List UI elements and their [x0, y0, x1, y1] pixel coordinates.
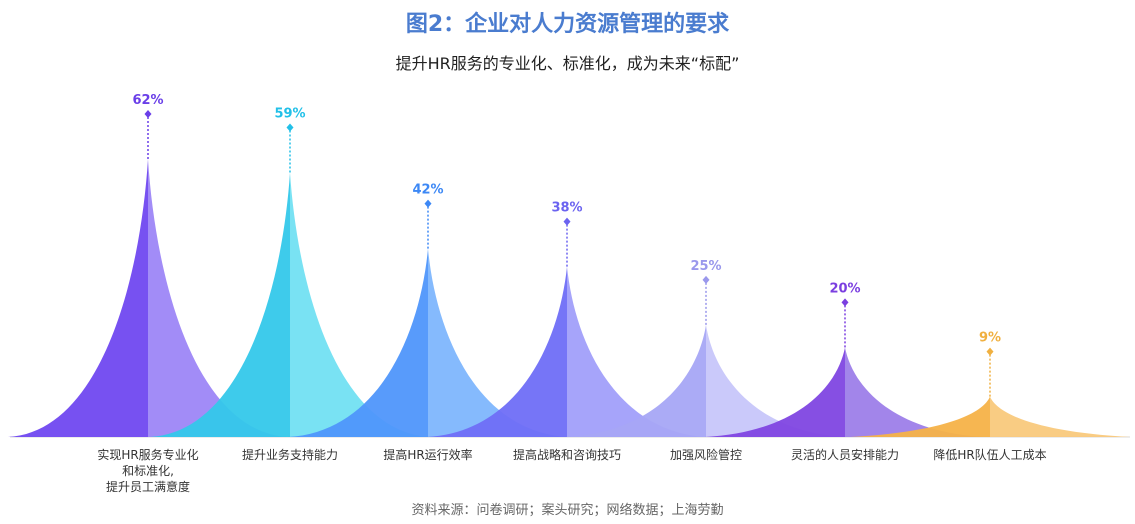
peak-left-face	[850, 396, 990, 437]
value-label: 42%	[412, 183, 443, 198]
diamond-marker	[702, 275, 710, 284]
chart-title: 图2：企业对人力资源管理的要求	[405, 12, 730, 37]
diamond-marker	[841, 298, 849, 307]
peak-right-face	[428, 248, 568, 437]
category-label-line: 提升员工满意度	[106, 479, 190, 494]
peak-2: 59%	[150, 106, 430, 438]
value-label: 20%	[829, 281, 860, 296]
peak-6: 20%	[705, 281, 985, 437]
category-label-line: 加强风险管控	[670, 447, 742, 462]
diamond-marker	[144, 110, 152, 118]
category-label-line: 提高HR运行效率	[383, 447, 472, 462]
peak-left-face	[150, 172, 290, 438]
chart-subtitle: 提升HR服务的专业化、标准化，成为未来“标配”	[395, 54, 740, 73]
value-label: 38%	[551, 201, 582, 216]
value-label: 9%	[979, 331, 1001, 346]
category-label-line: 降低HR队伍人工成本	[933, 447, 1046, 462]
category-label: 降低HR队伍人工成本	[933, 447, 1046, 462]
value-label: 62%	[132, 93, 163, 108]
category-label: 实现HR服务专业化和标准化,提升员工满意度	[97, 447, 198, 494]
peak-left-face	[288, 248, 428, 437]
peak-left-face	[427, 266, 567, 437]
category-label: 提高HR运行效率	[383, 447, 472, 462]
diamond-marker	[424, 199, 432, 208]
category-label-line: 提高战略和咨询技巧	[513, 447, 621, 462]
peak-right-face	[567, 266, 707, 437]
category-label-line: 灵活的人员安排能力	[791, 447, 899, 462]
category-label: 提高战略和咨询技巧	[513, 447, 621, 462]
category-label: 提升业务支持能力	[242, 447, 338, 462]
diamond-marker	[286, 123, 294, 132]
peak-left-face	[705, 347, 845, 437]
peak-left-face	[566, 324, 706, 437]
peak-right-face	[990, 396, 1130, 437]
peak-5: 25%	[566, 259, 846, 437]
diamond-marker	[986, 347, 994, 356]
category-label: 灵活的人员安排能力	[791, 447, 899, 462]
peak-4: 38%	[427, 201, 707, 437]
peak-1: 62%	[8, 93, 288, 437]
peak-left-face	[8, 159, 148, 437]
category-label-line: 和标准化,	[122, 464, 174, 478]
category-label: 加强风险管控	[670, 447, 742, 462]
peak-right-face	[706, 324, 846, 437]
peak-7: 9%	[850, 331, 1130, 437]
source-note: 资料来源：问卷调研；案头研究；网络数据；上海劳勤	[411, 503, 724, 518]
peak-right-face	[148, 159, 288, 437]
diamond-marker	[563, 217, 571, 226]
value-label: 59%	[274, 106, 305, 121]
peak-3: 42%	[288, 183, 568, 437]
category-label-line: 提升业务支持能力	[242, 447, 338, 462]
value-label: 25%	[690, 259, 721, 274]
category-label-line: 实现HR服务专业化	[97, 447, 198, 462]
peak-right-face	[290, 172, 430, 438]
peak-right-face	[845, 347, 985, 437]
